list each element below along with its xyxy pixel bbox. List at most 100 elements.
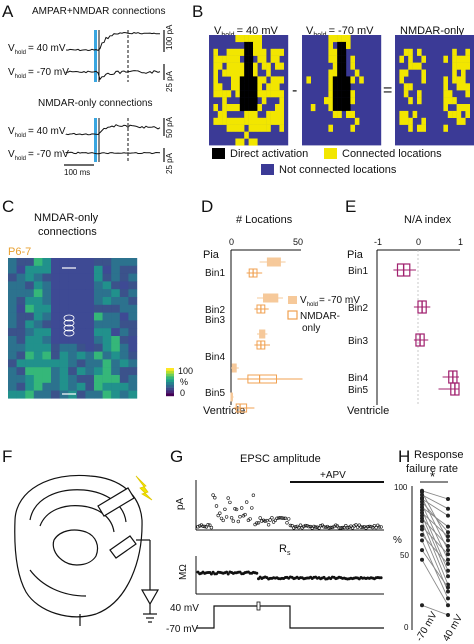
heatmap-cell [42,297,52,305]
epsc-point [256,521,261,525]
map-cell [248,124,254,132]
pair-point-neg70 [420,527,424,532]
map-cell [465,90,470,98]
heatmap-cell [25,297,34,305]
rs-point [255,571,259,575]
trace-ampar-pos [65,31,161,52]
colorbar [166,368,174,397]
map-cell [266,110,271,118]
box-vhold-neg70-bin2 [263,293,279,303]
heatmap-cell [25,382,34,391]
map-cell [244,35,249,43]
map-cell [399,69,404,77]
panel-d: D # Locations 0 50 Pia Ventricle Bin1 Bi… [201,197,360,417]
heatmap-cell [51,351,60,360]
epsc-point [216,513,220,518]
epsc-point [282,516,286,520]
epsc-point [298,523,303,527]
electrode-1 [97,487,135,517]
map-cell [408,83,413,91]
map-cell [337,69,342,77]
heatmap-cell [76,382,86,391]
amplifier-triangle [140,589,160,606]
heatmap-cell [42,265,52,274]
map-cell [217,117,223,125]
epsc-point [251,493,256,497]
electrode-2 [109,535,160,623]
heatmap-cell [16,304,26,313]
map-cell [213,104,218,112]
map-cell [421,124,426,132]
epsc-point [305,524,309,528]
map-cell [403,83,409,91]
heatmap-cell [94,281,103,290]
map-cell [346,35,351,43]
heatmap-cell [111,367,120,376]
voltage-top-label: 40 mV [170,603,199,614]
map-cell [248,35,254,43]
map-cell [275,117,280,125]
legend-outline-swatch [287,310,298,320]
colorbar-segment [166,393,174,397]
pair-line [421,604,449,616]
panel-a: A AMPAR+NMDAR connections Vhold = 40 mV V… [2,2,174,177]
map-cell [341,83,347,91]
map-cell [253,90,258,98]
heatmap-cell [42,312,52,321]
connectivity-map-pos [209,35,289,146]
heatmap-cell [94,390,103,399]
heatmap-cell [25,328,34,337]
heatmap-cell [94,273,103,282]
epsc-point [335,524,340,528]
map-cell [261,48,267,56]
map-cell [337,76,342,84]
map-cell [239,117,245,125]
heatmap-cell [128,304,138,313]
map-cell [257,117,262,125]
epsc-point [221,518,225,523]
map-cell [452,110,457,118]
colorbar-segment [166,376,174,380]
map-cell [235,62,240,70]
epsc-point [275,516,279,520]
panel-d-ventricle: Ventricle [203,405,245,417]
map-cell [275,110,280,118]
heatmap-cell [76,297,86,305]
map-cell [239,62,245,70]
map-cell [226,117,232,125]
heatmap-cell [111,281,120,290]
heatmap-cell [76,320,86,329]
heatmap-cell [94,328,103,337]
pair-line [421,518,449,547]
epsc-point [367,524,372,529]
pair-point-40 [446,544,450,548]
heatmap-cell [102,343,112,352]
pair-point-40 [446,561,450,566]
map-cell [403,90,409,98]
map-cell [341,69,347,77]
map-cell [417,90,422,98]
heatmap-cell [16,382,26,391]
panel-letter-c: C [2,197,14,216]
map-cell [226,124,232,132]
panel-e-bin2: Bin2 [348,303,368,314]
map-label-nmdar: NMDAR-only [400,25,465,37]
scale-top-pos-label: 100 pA [165,24,174,50]
map-cell [337,110,342,118]
map-cell [306,76,311,84]
heatmap-cell [59,336,69,344]
heatmap-cell [76,258,86,266]
map-cell [248,76,254,84]
stim-marker-bottom [94,118,97,162]
panel-letter-b: B [192,2,203,21]
epsc-point [377,525,382,529]
map-cell [257,55,262,63]
map-cell [350,124,355,132]
pair-point-neg70 [420,510,424,515]
map-cell [253,41,258,49]
map-cell [337,55,342,63]
epsc-point [376,523,380,527]
map-cell [217,55,223,63]
heatmap-cell [68,258,77,266]
map-cell [408,117,413,125]
